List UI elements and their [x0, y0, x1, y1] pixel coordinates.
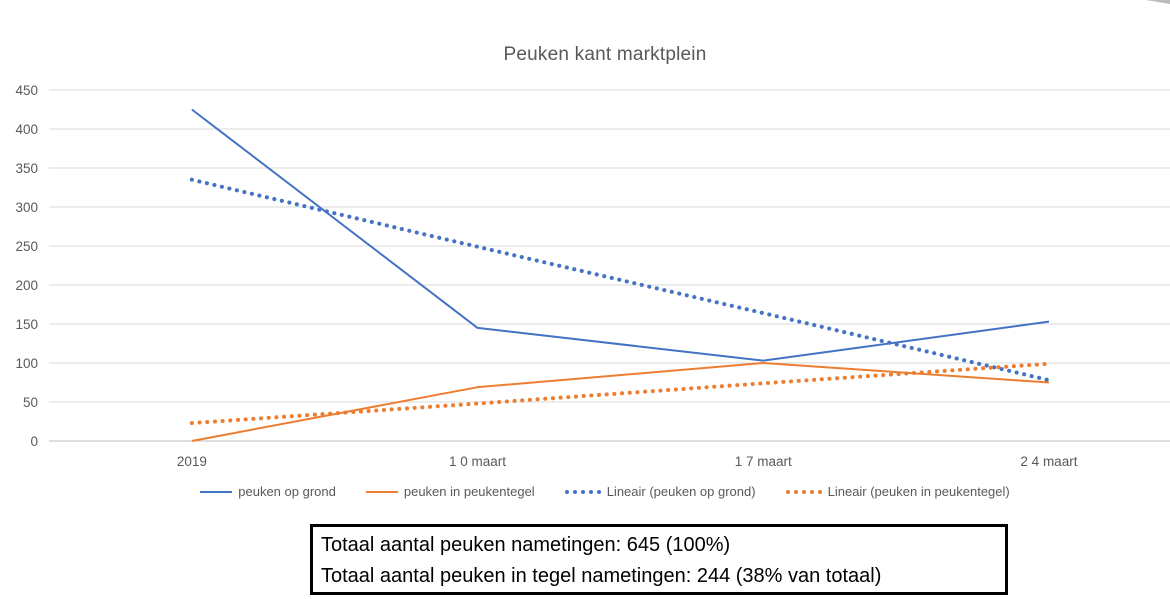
y-axis-tick-label: 350	[15, 161, 38, 176]
legend-item-peuken-op-grond: peuken op grond	[200, 484, 336, 499]
y-axis-tick-label: 450	[15, 83, 38, 98]
chart-title: Peuken kant marktplein	[503, 44, 707, 65]
y-axis-tick-label: 250	[15, 239, 38, 254]
series-line-peuken-op-grond	[191, 108, 1050, 362]
chart-plot-area: 0 50 100 150 200 250 300 350 400 450 2019 1 0 maart…	[15, 83, 1170, 469]
totals-line-2: Totaal aantal peuken in tegel nametingen…	[321, 565, 882, 587]
legend-dotted-line-icon	[564, 489, 601, 494]
legend-dotted-line-icon	[785, 489, 822, 494]
x-axis-tick-label: 2 4 maart	[1020, 454, 1077, 469]
y-axis-tick-label: 150	[15, 317, 38, 332]
x-axis-tick-label: 1 0 maart	[449, 454, 506, 469]
series-line-lineair-peuken-op-grond	[189, 177, 1051, 383]
x-axis-tick-label: 1 7 maart	[735, 454, 792, 469]
legend-label: Lineair (peuken in peukentegel)	[827, 484, 1010, 499]
y-axis-tick-label: 400	[15, 122, 38, 137]
legend-solid-line-icon	[365, 490, 398, 493]
y-axis-tick-label: 50	[23, 395, 38, 410]
y-axis-tick-label: 300	[15, 200, 38, 215]
screen-corner-artifact	[1146, 0, 1170, 4]
series-line-lineair-peuken-in-peukentegel	[189, 361, 1051, 426]
legend-label: peuken op grond	[238, 484, 336, 499]
legend-item-lineair-peuken-op-grond: Lineair (peuken op grond)	[564, 484, 756, 499]
x-axis-tick-label: 2019	[177, 454, 207, 469]
y-axis-tick-label: 200	[15, 278, 38, 293]
totals-annotation-box: Totaal aantal peuken nametingen: 645 (10…	[310, 524, 1008, 595]
legend-label: peuken in peukentegel	[403, 484, 535, 499]
chart-legend: peuken op grond peuken in peukentegel Line…	[20, 484, 1170, 499]
y-axis-tick-label: 100	[15, 356, 38, 371]
legend-item-lineair-peuken-in-peukentegel: Lineair (peuken in peukentegel)	[785, 484, 1010, 499]
legend-item-peuken-in-peukentegel: peuken in peukentegel	[365, 484, 535, 499]
totals-line-1: Totaal aantal peuken nametingen: 645 (10…	[321, 534, 731, 556]
legend-solid-line-icon	[200, 490, 233, 493]
legend-label: Lineair (peuken op grond)	[606, 484, 756, 499]
y-axis-tick-label: 0	[30, 434, 38, 449]
